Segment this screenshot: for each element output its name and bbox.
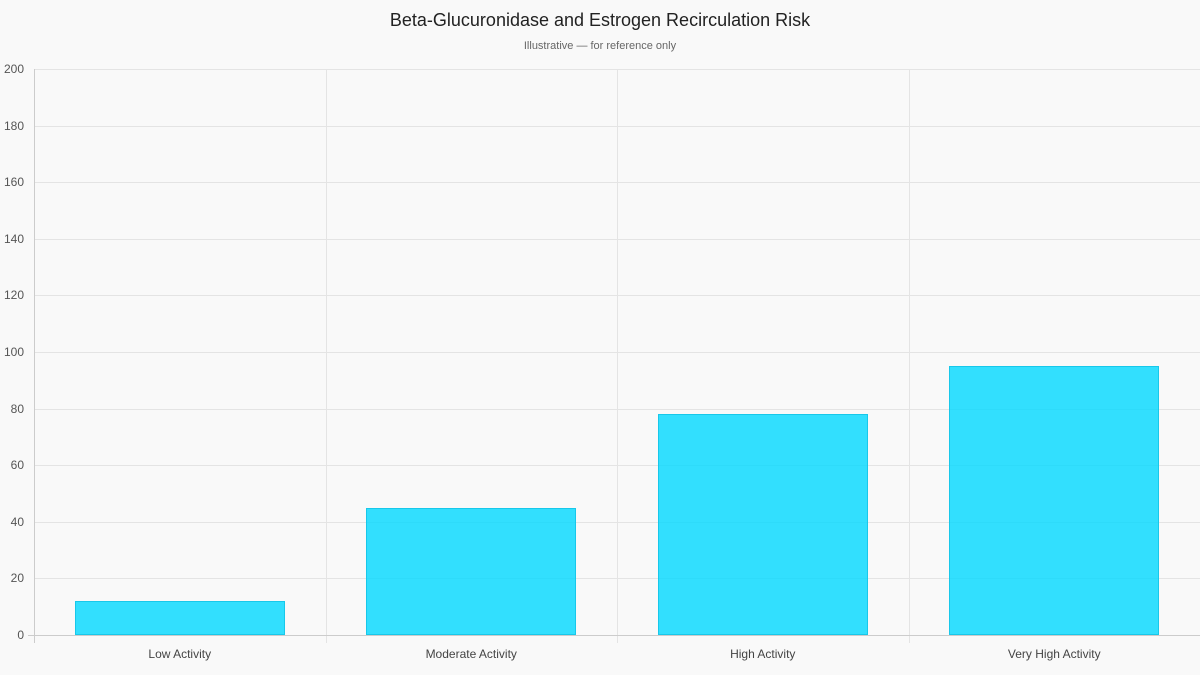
x-tick-label: Moderate Activity [425, 647, 517, 661]
x-axis-line [28, 635, 1200, 636]
x-tick-label: High Activity [730, 647, 796, 661]
x-tick-label: Low Activity [148, 647, 212, 661]
gridline-vertical [325, 69, 327, 643]
y-tick-label: 20 [10, 571, 24, 586]
x-tick-label: Very High Activity [1007, 647, 1101, 661]
bar-low-activity[interactable] [74, 601, 285, 635]
y-tick-label: 80 [10, 401, 24, 416]
chart-subtitle: Illustrative — for reference only [523, 40, 677, 52]
y-tick-label: 60 [10, 458, 24, 473]
bar-moderate-activity[interactable] [366, 507, 577, 635]
chart-title: Beta-Glucuronidase and Estrogen Recircul… [389, 10, 811, 30]
y-tick-label: 180 [3, 118, 24, 133]
y-tick-label: 160 [3, 175, 24, 190]
plot-area [34, 69, 1200, 643]
gridline-vertical [908, 69, 910, 643]
bar-high-activity[interactable] [657, 414, 868, 635]
y-tick-label: 40 [10, 514, 24, 529]
y-tick-label: 100 [3, 345, 24, 359]
y-tick-label: 140 [3, 231, 24, 246]
y-tick-label: 0 [17, 628, 24, 642]
gridline-vertical [617, 69, 618, 643]
y-tick-label: 200 [3, 62, 24, 76]
y-axis-line [34, 69, 35, 643]
bar-very-high-activity[interactable] [949, 366, 1160, 635]
y-tick-label: 120 [3, 288, 24, 303]
